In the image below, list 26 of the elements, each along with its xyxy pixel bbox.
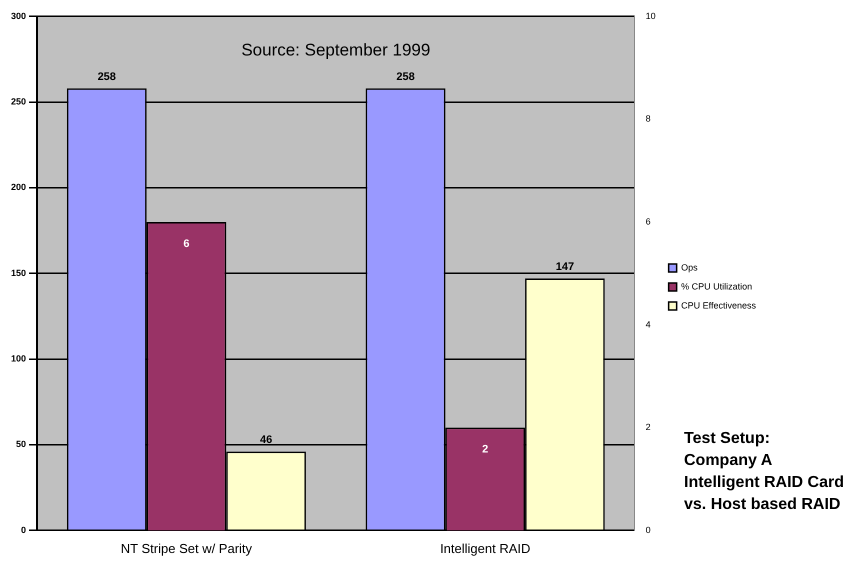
x-tick-label: Intelligent RAID: [440, 540, 530, 556]
x-tick-label: NT Stripe Set w/ Parity: [120, 540, 253, 556]
data-label: 258: [98, 70, 116, 83]
y-tick-label: 300: [10, 10, 26, 21]
y2-tick-label: 4: [646, 319, 651, 330]
y2-tick-label: 0: [646, 524, 651, 535]
y2-tick-label: 6: [646, 216, 651, 226]
data-label: 46: [260, 434, 272, 446]
legend-label: % CPU Utilization: [681, 281, 752, 292]
data-label: 2: [482, 444, 488, 456]
text: Test Setup: Company A Intelligent RAID Card vs. Host based RAID: [684, 429, 844, 515]
y2-tick-label: 8: [646, 114, 651, 124]
data-label: 6: [183, 238, 190, 250]
y-tick-label: 0: [21, 524, 26, 535]
y2-tick-label: 2: [646, 422, 651, 432]
y-tick-label: 50: [16, 439, 26, 450]
y-tick-label: 250: [10, 96, 26, 107]
legend-label: CPU Effectiveness: [681, 300, 756, 310]
annotation: Source: September 1999: [241, 40, 430, 60]
data-label: 258: [396, 70, 415, 83]
legend-label: Ops: [681, 262, 698, 272]
y-tick-label: 200: [10, 182, 26, 192]
y-tick-label: 100: [10, 354, 26, 364]
data-label: 147: [556, 261, 574, 274]
y-tick-label: 150: [10, 268, 26, 278]
y2-tick-label: 10: [646, 10, 656, 21]
